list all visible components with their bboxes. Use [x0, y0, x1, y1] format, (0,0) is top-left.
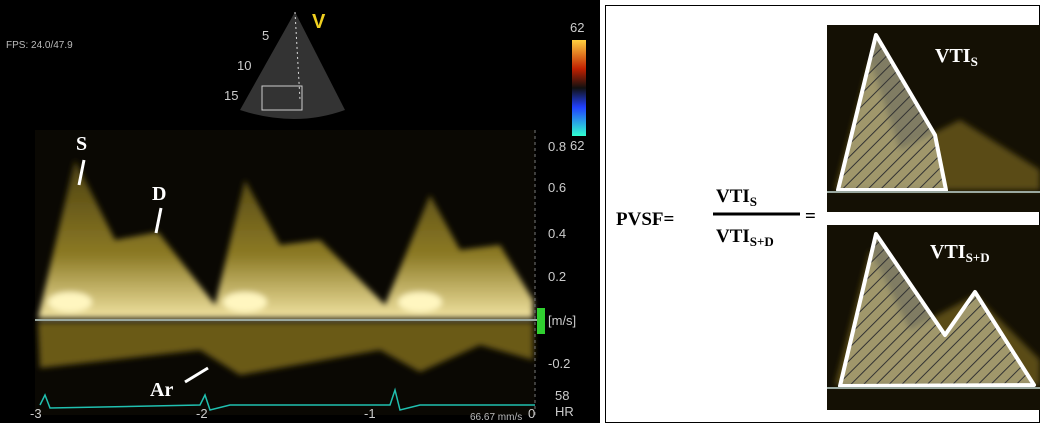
label-text: VTI: [930, 241, 966, 263]
view-label: V: [312, 11, 326, 33]
bright-spot: [48, 292, 92, 312]
baseline-marker: [537, 308, 545, 334]
label-sub: S+D: [966, 250, 990, 265]
denominator-sub: S+D: [750, 234, 774, 249]
time-tick: -1: [364, 406, 376, 421]
denominator-text: VTI: [716, 226, 750, 247]
time-tick: -2: [196, 406, 208, 421]
time-tick: -3: [30, 406, 42, 421]
wave-label-d: D: [152, 183, 166, 205]
numerator-sub: S: [750, 194, 757, 209]
label-sub: S: [971, 54, 978, 69]
time-tick: 0: [528, 406, 535, 421]
color-scale-bottom: 62: [570, 138, 584, 153]
depth-label: 5: [262, 28, 269, 43]
fps: FPS: 24.0/47.9: [6, 40, 73, 51]
bright-spot: [398, 292, 442, 312]
velocity-tick: -0.2: [548, 356, 570, 371]
label-text: VTI: [935, 45, 971, 67]
figure: FPS: 24.0/47.9 V 5 10 15 62 62 0.8 0.6 0…: [0, 0, 1040, 423]
bright-spot: [223, 292, 267, 312]
depth-label: 10: [237, 58, 251, 73]
formula-lhs: PVSF=: [616, 209, 674, 230]
velocity-tick: 0.4: [548, 226, 566, 241]
velocity-unit: [m/s]: [548, 313, 576, 328]
sweep-speed: 66.67 mm/s: [470, 412, 522, 423]
wave-label-s: S: [76, 133, 87, 155]
wave-label-ar: Ar: [150, 379, 173, 401]
hr-value: 58: [555, 388, 569, 403]
color-scale-top: 62: [570, 20, 584, 35]
velocity-tick: 0.8: [548, 139, 566, 154]
numerator-text: VTI: [716, 186, 750, 207]
hr-label: HR: [555, 404, 574, 419]
color-bar: [572, 40, 586, 136]
velocity-tick: 0.6: [548, 180, 566, 195]
depth-label: 15: [224, 88, 238, 103]
velocity-tick: 0.2: [548, 269, 566, 284]
equals: =: [805, 206, 816, 227]
